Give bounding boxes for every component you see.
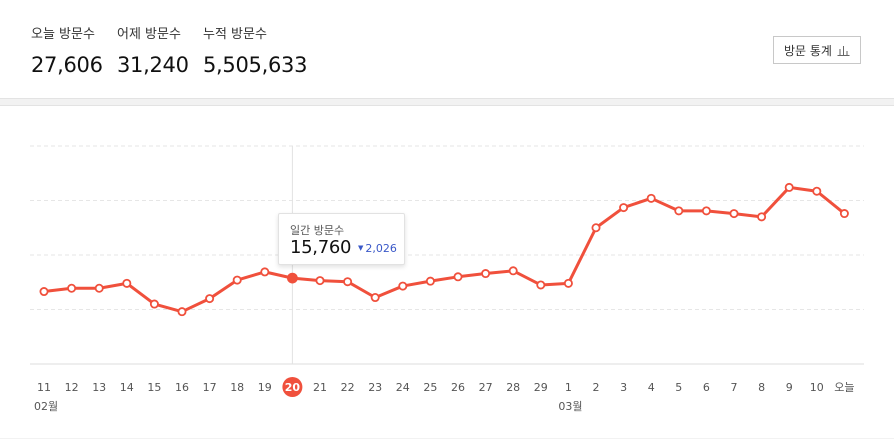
x-tick-label[interactable]: 25 xyxy=(423,381,437,394)
x-tick-label[interactable]: 20 xyxy=(285,381,301,394)
total-visits-stat: 누적 방문수 5,505,633 xyxy=(203,27,307,78)
data-point[interactable] xyxy=(370,293,380,303)
x-tick-label[interactable]: 3 xyxy=(620,381,627,394)
data-point[interactable] xyxy=(398,281,408,291)
data-point[interactable] xyxy=(122,278,132,288)
data-point[interactable] xyxy=(481,269,491,279)
data-point[interactable] xyxy=(619,203,629,213)
bar-chart-icon xyxy=(837,45,850,56)
x-tick-label[interactable]: 7 xyxy=(731,381,738,394)
data-point[interactable] xyxy=(94,283,104,293)
x-tick-label[interactable]: 12 xyxy=(65,381,79,394)
x-tick-label[interactable]: 26 xyxy=(451,381,465,394)
chart-tooltip: 일간 방문수 15,760 ▼ 2,026 xyxy=(278,213,405,265)
x-tick-label[interactable]: 23 xyxy=(368,381,382,394)
x-tick-label[interactable]: 9 xyxy=(786,381,793,394)
data-point[interactable] xyxy=(425,276,435,286)
data-point[interactable] xyxy=(286,272,298,284)
data-point[interactable] xyxy=(315,276,325,286)
month-label: 03월 xyxy=(558,400,582,413)
data-point[interactable] xyxy=(343,277,353,287)
stat-label: 오늘 방문수 xyxy=(31,27,95,42)
x-tick-label[interactable]: 18 xyxy=(230,381,244,394)
data-point[interactable] xyxy=(536,280,546,290)
data-point[interactable] xyxy=(784,182,794,192)
today-visits-stat: 오늘 방문수 27,606 xyxy=(31,27,103,78)
x-tick-label[interactable]: 1 xyxy=(565,381,572,394)
tooltip-change: ▼ 2,026 xyxy=(358,242,397,255)
data-point[interactable] xyxy=(205,294,215,304)
x-tick-label[interactable]: 6 xyxy=(703,381,710,394)
selected-tick-badge xyxy=(282,377,303,397)
data-point[interactable] xyxy=(757,212,767,222)
daily-visits-chart[interactable]: 11 12 13 14 15 16 17 18 19 20 21 22 23 24 25 26 27 28 29 1 2… xyxy=(0,106,894,439)
x-tick-label[interactable]: 16 xyxy=(175,381,189,394)
visit-stats-button[interactable]: 방문 통계 xyxy=(773,36,861,64)
data-point[interactable] xyxy=(260,267,270,277)
data-point[interactable] xyxy=(39,287,49,297)
stat-value: 5,505,633 xyxy=(203,53,308,77)
down-triangle-icon: ▼ xyxy=(358,244,364,252)
month-label: 02월 xyxy=(34,400,58,413)
x-tick-label[interactable]: 27 xyxy=(479,381,493,394)
x-tick-label[interactable]: 29 xyxy=(534,381,548,394)
visit-stats-button-label: 방문 통계 xyxy=(784,43,832,58)
data-point[interactable] xyxy=(839,209,849,219)
x-tick-label[interactable]: 15 xyxy=(147,381,161,394)
stat-value: 27,606 xyxy=(31,53,103,77)
tooltip-title: 일간 방문수 xyxy=(290,224,345,237)
tooltip-value: 15,760 xyxy=(290,237,352,258)
x-tick-label[interactable]: 5 xyxy=(675,381,682,394)
yesterday-visits-stat: 어제 방문수 31,240 xyxy=(117,27,189,78)
x-tick-label[interactable]: 8 xyxy=(758,381,765,394)
stat-value: 31,240 xyxy=(117,53,189,77)
stats-panel: 오늘 방문수 27,606 어제 방문수 31,240 누적 방문수 5,505… xyxy=(0,0,894,99)
series-line xyxy=(42,185,846,314)
x-tick-label[interactable]: 4 xyxy=(648,381,655,394)
x-tick-label[interactable]: 오늘 xyxy=(834,381,854,394)
data-point[interactable] xyxy=(232,275,242,285)
data-point[interactable] xyxy=(591,223,601,233)
data-point[interactable] xyxy=(453,272,463,282)
x-tick-label[interactable]: 11 xyxy=(37,381,51,394)
data-point[interactable] xyxy=(149,299,159,309)
stat-label: 어제 방문수 xyxy=(117,27,181,42)
data-point[interactable] xyxy=(563,278,573,288)
data-point[interactable] xyxy=(812,186,822,196)
data-point[interactable] xyxy=(729,209,739,219)
data-point[interactable] xyxy=(701,206,711,216)
x-tick-label[interactable]: 14 xyxy=(120,381,134,394)
x-tick-label[interactable]: 28 xyxy=(506,381,520,394)
x-tick-label[interactable]: 2 xyxy=(593,381,600,394)
x-tick-label[interactable]: 10 xyxy=(810,381,824,394)
x-tick-label[interactable]: 17 xyxy=(203,381,217,394)
x-tick-label[interactable]: 22 xyxy=(341,381,355,394)
data-point[interactable] xyxy=(508,266,518,276)
x-tick-label[interactable]: 19 xyxy=(258,381,272,394)
stat-label: 누적 방문수 xyxy=(203,27,267,42)
data-point[interactable] xyxy=(177,307,187,317)
chart-panel: 11 12 13 14 15 16 17 18 19 20 21 22 23 24 25 26 27 28 29 1 2… xyxy=(0,105,894,438)
tooltip-change-value: 2,026 xyxy=(365,242,397,255)
x-tick-label[interactable]: 21 xyxy=(313,381,327,394)
data-point[interactable] xyxy=(674,206,684,216)
data-point[interactable] xyxy=(67,283,77,293)
x-tick-label[interactable]: 24 xyxy=(396,381,410,394)
data-point[interactable] xyxy=(646,193,656,203)
x-tick-label[interactable]: 13 xyxy=(92,381,106,394)
